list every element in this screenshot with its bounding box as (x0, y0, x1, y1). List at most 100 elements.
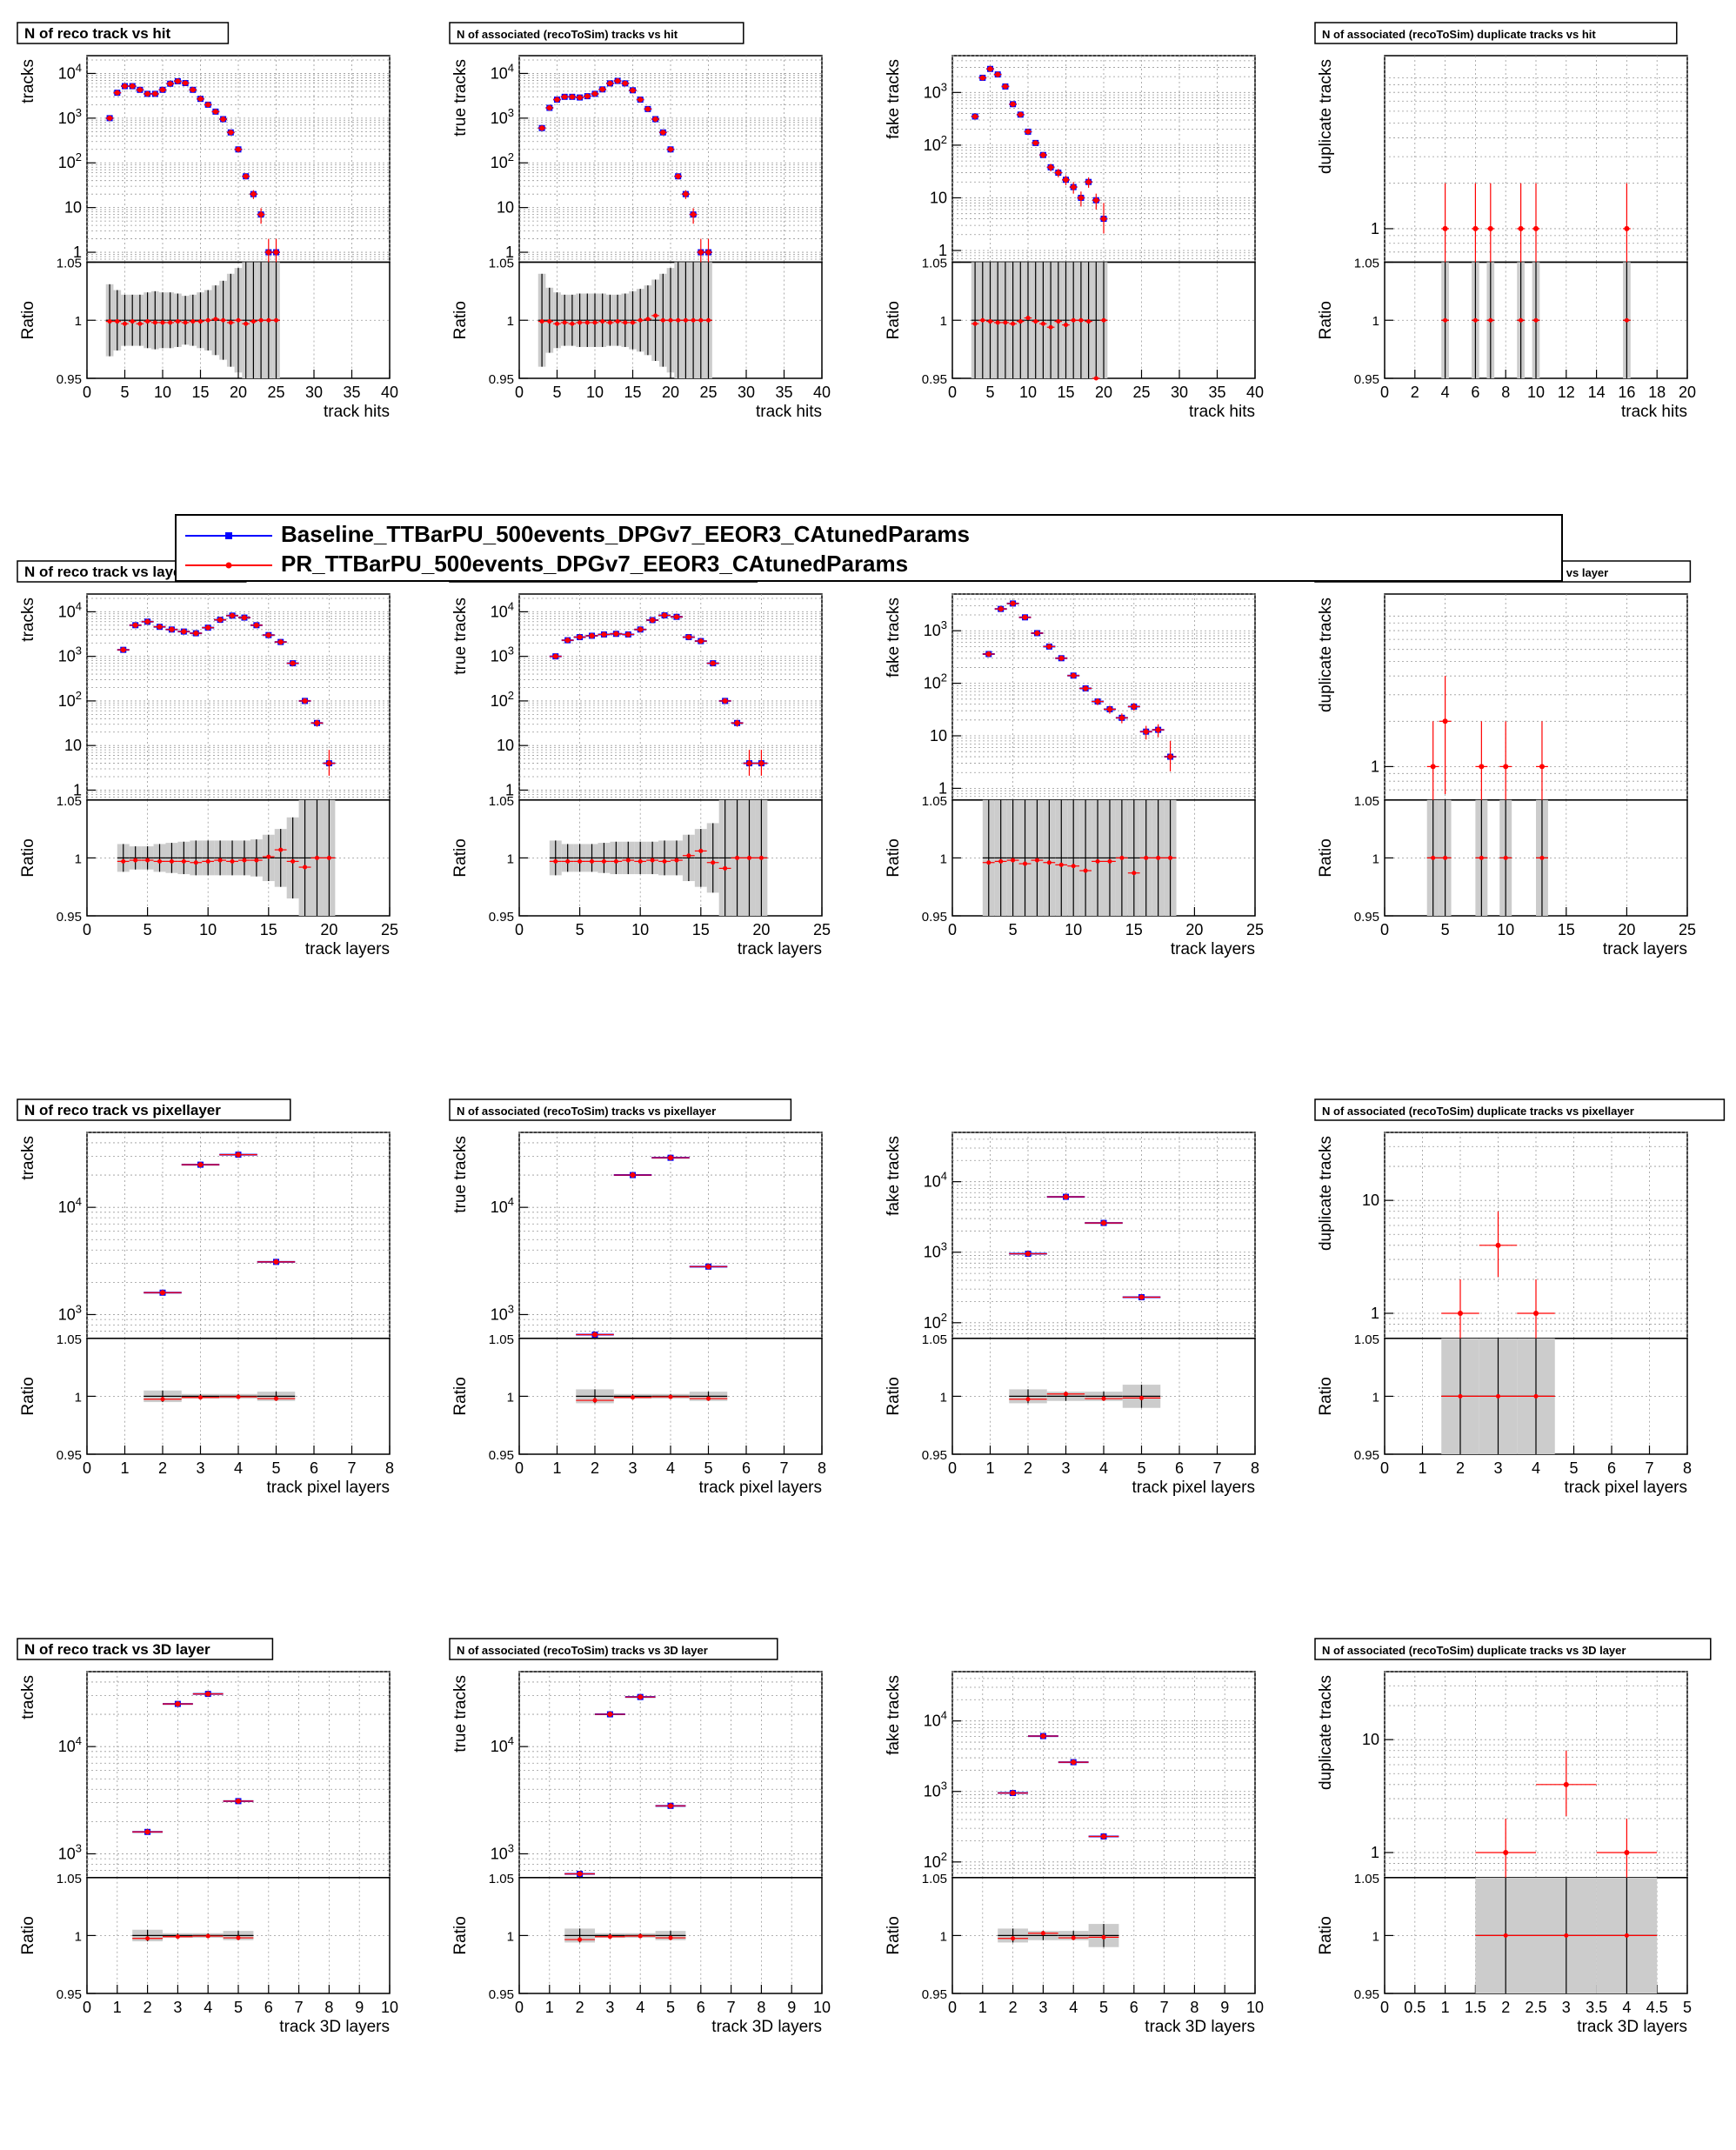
ratio-point (145, 1936, 150, 1941)
y-tick-label: 1 (938, 779, 947, 797)
ratio-axis-label: Ratio (19, 838, 37, 877)
ratio-point (160, 1397, 165, 1402)
x-tick-label: 5 (1137, 1459, 1145, 1477)
pr-point (1018, 111, 1024, 117)
pr-point (1093, 197, 1099, 204)
ratio-point (1046, 860, 1052, 865)
ratio-axis-label: Ratio (885, 1377, 903, 1415)
panel-5: N of reco track vs layer110102103104trac… (17, 560, 398, 958)
x-tick-label: 16 (1618, 384, 1635, 401)
ratio-point (205, 317, 210, 323)
ratio-point (592, 320, 598, 325)
ratio-point (236, 1394, 241, 1399)
y-tick-label: 102 (491, 689, 514, 710)
pr-point (705, 1264, 711, 1270)
pr-point (1563, 1781, 1569, 1787)
pr-point (1442, 225, 1448, 231)
ratio-point (1040, 321, 1045, 326)
pr-point (638, 97, 644, 103)
y-axis-label: true tracks (451, 1136, 470, 1213)
x-tick-label: 2 (1411, 384, 1419, 401)
pr-point (705, 250, 711, 256)
ratio-point (1078, 317, 1084, 323)
pr-point (169, 626, 175, 632)
ratio-tick-label: 1 (940, 1390, 947, 1405)
x-axis-label: track hits (1621, 403, 1687, 421)
x-tick-label: 5 (704, 1459, 712, 1477)
panel-title: N of reco track vs hit (24, 25, 171, 42)
pr-point (190, 87, 196, 93)
pr-point (1078, 195, 1084, 201)
main-plot-frame (86, 1671, 391, 1879)
y-tick-label: 102 (58, 689, 82, 710)
x-tick-label: 20 (1679, 384, 1696, 401)
ratio-point (631, 320, 635, 325)
x-tick-label: 2 (1009, 1999, 1018, 2016)
x-tick-label: 0 (948, 384, 957, 401)
ratio-tick-label: 1 (940, 1929, 947, 1944)
ratio-point (1025, 316, 1031, 321)
ratio-point (1624, 317, 1629, 323)
x-tick-label: 5 (1683, 1999, 1692, 2016)
pr-point (668, 1155, 673, 1161)
pr-point (734, 720, 740, 726)
x-tick-label: 25 (1246, 921, 1264, 938)
pr-point (1071, 672, 1077, 678)
y-tick-label: 103 (58, 1302, 82, 1323)
pr-point (1487, 225, 1493, 231)
y-tick-label: 1 (938, 242, 947, 259)
pr-point (160, 1290, 165, 1296)
y-axis-label: duplicate tracks (1317, 1675, 1335, 1790)
panel-title-box (17, 1098, 291, 1121)
x-tick-label: 1 (985, 1459, 994, 1477)
ratio-point (250, 319, 256, 324)
y-axis-label: duplicate tracks (1317, 598, 1335, 712)
ratio-point (592, 1398, 598, 1403)
x-tick-label: 10 (631, 921, 649, 938)
pr-point (1010, 101, 1016, 107)
ratio-point (326, 855, 331, 860)
ratio-point (1443, 317, 1448, 323)
y-tick-label: 103 (924, 1240, 947, 1261)
x-tick-label: 5 (985, 384, 994, 401)
y-tick-label: 103 (924, 80, 947, 101)
pr-point (314, 720, 320, 726)
pr-point (230, 612, 236, 618)
legend-entry-baseline: Baseline_TTBarPU_500events_DPGv7_EEOR3_C… (185, 519, 1542, 551)
x-tick-label: 4 (204, 1999, 212, 2016)
pr-point (144, 1829, 150, 1835)
ratio-point (601, 858, 606, 864)
main-plot-frame (518, 1671, 823, 1879)
ratio-point (205, 858, 210, 864)
ratio-point (1011, 321, 1016, 326)
y-axis-label: fake tracks (885, 1136, 903, 1216)
x-tick-label: 1 (1441, 1999, 1450, 2016)
ratio-point (691, 317, 696, 323)
pr-point (698, 250, 704, 256)
x-tick-label: 6 (697, 1999, 705, 2016)
x-tick-label: 5 (1569, 1459, 1578, 1477)
x-tick-label: 8 (1683, 1459, 1692, 1477)
x-tick-label: 4 (1622, 1999, 1631, 2016)
ratio-tick-label: 1.05 (1354, 1872, 1379, 1886)
pr-point (979, 75, 985, 81)
x-tick-label: 2 (591, 1459, 599, 1477)
x-tick-label: 0 (83, 384, 91, 401)
ratio-point (213, 317, 218, 322)
x-tick-label: 15 (191, 384, 209, 401)
pr-point (273, 1259, 279, 1265)
x-tick-label: 7 (779, 1459, 788, 1477)
x-tick-label: 0 (1380, 384, 1389, 401)
ratio-tick-label: 1.05 (489, 256, 514, 270)
pr-point (1055, 170, 1061, 176)
panel-title-box (17, 22, 230, 44)
y-tick-label: 103 (58, 1841, 82, 1862)
ratio-point (1479, 855, 1484, 860)
panel-title: N of reco track vs layer (24, 564, 187, 580)
ratio-point (607, 1934, 612, 1940)
pr-point (998, 606, 1004, 612)
pr-point (326, 760, 332, 766)
x-tick-label: 0 (1380, 1459, 1389, 1477)
ratio-tick-label: 0.95 (57, 910, 82, 925)
panel-title-box (17, 1638, 274, 1660)
